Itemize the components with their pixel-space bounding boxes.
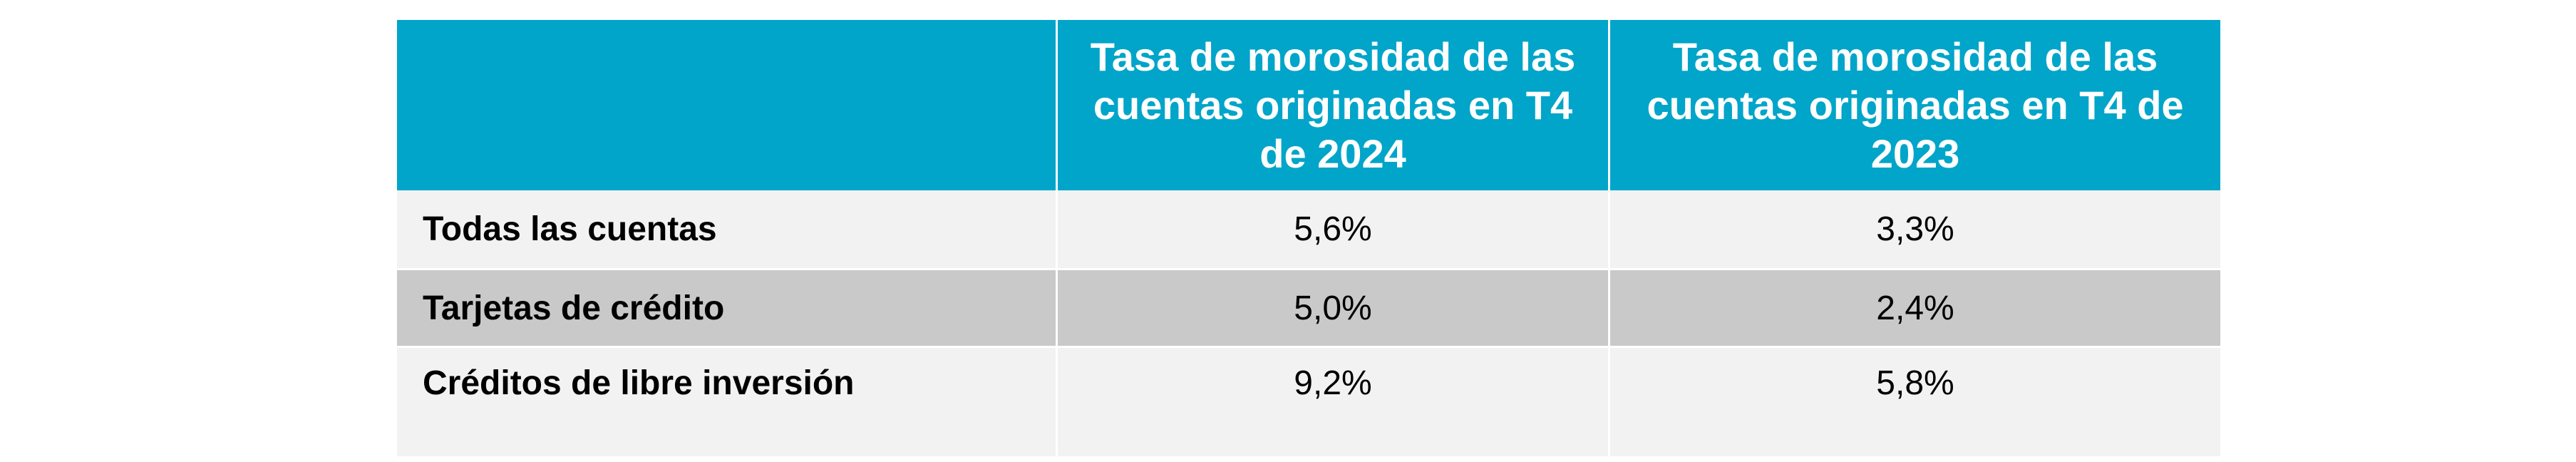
row-personal-loans-2023: 5,8%	[1608, 346, 2220, 456]
header-2024: Tasa de morosidad de las cuentas origina…	[1056, 20, 1608, 190]
row-all-accounts-2024: 5,6%	[1056, 190, 1608, 268]
header-2023: Tasa de morosidad de las cuentas origina…	[1608, 20, 2220, 190]
row-label-personal-loans: Créditos de libre inversión	[397, 346, 1056, 456]
row-credit-cards-2023: 2,4%	[1608, 268, 2220, 346]
delinquency-table: Tasa de morosidad de las cuentas origina…	[397, 20, 2220, 456]
row-label-credit-cards: Tarjetas de crédito	[397, 268, 1056, 346]
row-all-accounts-2023: 3,3%	[1608, 190, 2220, 268]
header-empty-cell	[397, 20, 1056, 190]
row-label-all-accounts: Todas las cuentas	[397, 190, 1056, 268]
row-personal-loans-2024: 9,2%	[1056, 346, 1608, 456]
row-credit-cards-2024: 5,0%	[1056, 268, 1608, 346]
